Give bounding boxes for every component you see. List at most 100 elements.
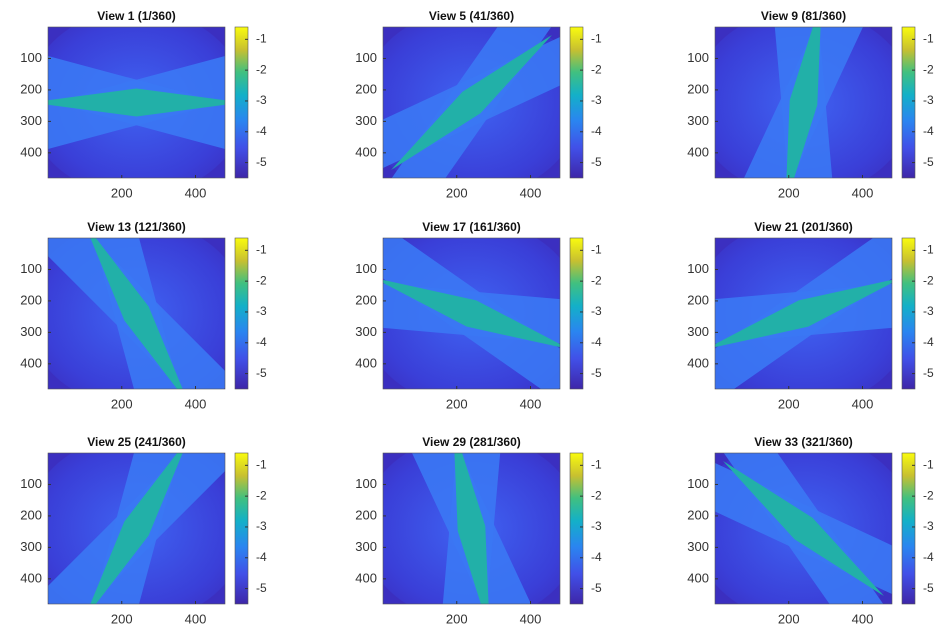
colorbar-tick-label: -3 [923,93,934,107]
x-tick-label: 200 [446,611,468,626]
colorbar-tick-label: -5 [591,155,602,169]
colorbar-tick-label: -4 [591,335,602,349]
y-tick-label: 300 [687,539,709,554]
colorbar-tick-label: -2 [256,62,267,76]
y-tick-label: 100 [687,50,709,65]
y-tick-label: 100 [687,261,709,276]
subplot-title: View 5 (41/360) [429,9,514,23]
y-tick-label: 200 [20,507,42,522]
colorbar-tick-label: -4 [256,335,267,349]
x-tick-label: 400 [520,396,542,411]
colorbar-tick-label: -2 [923,488,934,502]
colorbar-tick-label: -2 [923,273,934,287]
colorbar-tick-label: -5 [923,581,934,595]
y-tick-label: 200 [687,507,709,522]
y-tick-label: 200 [20,292,42,307]
x-tick-label: 200 [778,396,800,411]
projection-image [694,0,913,226]
colorbar-tick-label: -5 [591,366,602,380]
x-tick-label: 400 [185,185,207,200]
y-tick-label: 300 [20,539,42,554]
y-tick-label: 200 [687,292,709,307]
x-tick-label: 400 [520,185,542,200]
y-tick-label: 300 [20,113,42,128]
y-tick-label: 100 [355,50,377,65]
y-tick-label: 300 [687,324,709,339]
colorbar-tick-label: -4 [256,550,267,564]
x-tick-label: 400 [852,611,874,626]
colorbar-tick-label: -4 [256,124,267,138]
y-tick-label: 300 [687,113,709,128]
x-tick-label: 400 [852,185,874,200]
colorbar-tick-label: -3 [256,93,267,107]
colorbar-tick-label: -5 [256,155,267,169]
y-tick-label: 200 [355,81,377,96]
colorbar-tick-label: -1 [591,242,602,256]
colorbar-tick-label: -1 [591,31,602,45]
y-tick-label: 400 [687,355,709,370]
y-tick-label: 200 [355,292,377,307]
y-tick-label: 300 [355,324,377,339]
y-tick-label: 100 [355,261,377,276]
x-tick-label: 200 [111,611,133,626]
colorbar-tick-label: -5 [256,581,267,595]
subplot-title: View 1 (1/360) [97,9,176,23]
colorbar-tick-label: -1 [256,31,267,45]
y-tick-label: 100 [20,476,42,491]
y-tick-label: 400 [355,144,377,159]
colorbar-tick-label: -4 [923,335,934,349]
colorbar-tick-label: -1 [923,457,934,471]
y-tick-label: 200 [687,81,709,96]
colorbar [902,27,915,178]
colorbar-tick-label: -4 [923,550,934,564]
colorbar-tick-label: -3 [591,93,602,107]
colorbar-tick-label: -2 [923,62,934,76]
y-tick-label: 400 [20,355,42,370]
colorbar-tick-label: -3 [923,519,934,533]
x-tick-label: 200 [778,611,800,626]
colorbar-tick-label: -3 [923,304,934,318]
colorbar-tick-label: -2 [256,273,267,287]
colorbar [902,453,915,604]
colorbar-tick-label: -4 [591,124,602,138]
y-tick-label: 100 [687,476,709,491]
page: {"chart_data": [ {"type": "image", "titl… [0,0,950,637]
x-tick-label: 400 [185,611,207,626]
subplot-title: View 29 (281/360) [422,435,521,449]
colorbar-tick-label: -1 [591,457,602,471]
colorbar-tick-label: -5 [256,366,267,380]
projection-image [20,9,254,196]
colorbar-tick-label: -1 [923,31,934,45]
colorbar-tick-label: -2 [591,62,602,76]
subplot-title: View 9 (81/360) [761,9,846,23]
projection-image [349,0,593,217]
y-tick-label: 100 [20,50,42,65]
colorbar [235,27,248,178]
colorbar-tick-label: -5 [923,366,934,380]
y-tick-label: 400 [20,570,42,585]
subplot-title: View 21 (201/360) [754,220,853,234]
projection-image [344,220,598,407]
x-tick-label: 200 [778,185,800,200]
y-tick-label: 400 [20,144,42,159]
x-tick-label: 400 [185,396,207,411]
y-tick-label: 300 [20,324,42,339]
colorbar [570,27,583,178]
colorbar [902,238,915,389]
y-tick-label: 400 [687,144,709,159]
colorbar [570,238,583,389]
y-tick-label: 400 [355,355,377,370]
subplot-title: View 17 (161/360) [422,220,521,234]
colorbar-tick-label: -1 [923,242,934,256]
projection-image [676,220,930,407]
x-tick-label: 200 [446,396,468,411]
colorbar-tick-label: -2 [591,273,602,287]
colorbar-tick-label: -2 [256,488,267,502]
colorbar-tick-label: -3 [591,519,602,533]
subplot-title: View 25 (241/360) [87,435,186,449]
x-tick-label: 200 [446,185,468,200]
colorbar-tick-label: -1 [256,242,267,256]
x-tick-label: 200 [111,396,133,411]
colorbar-tick-label: -1 [256,457,267,471]
colorbar-tick-label: -3 [256,519,267,533]
